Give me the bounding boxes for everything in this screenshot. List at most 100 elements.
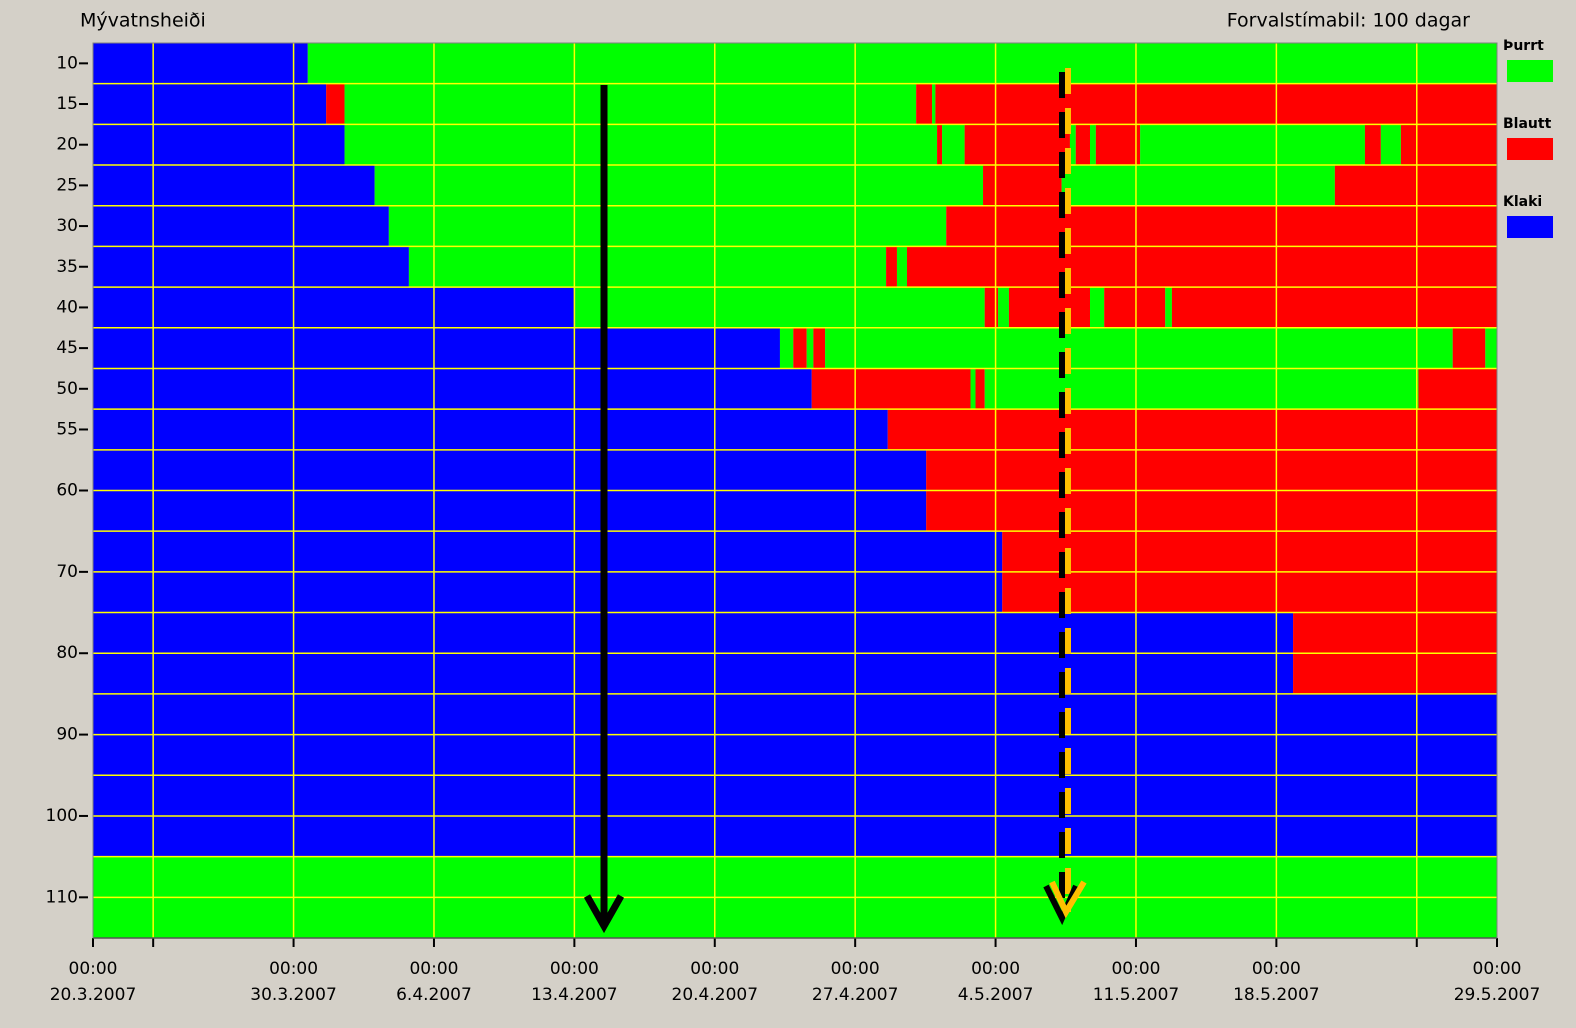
state-cell — [779, 327, 794, 369]
y-tick-label: 15 — [56, 94, 78, 114]
state-cell — [984, 287, 999, 328]
y-tick-label: 30 — [56, 216, 78, 236]
state-cell — [935, 83, 1497, 125]
state-cell — [93, 43, 308, 84]
state-cell — [932, 83, 936, 125]
state-cell — [813, 327, 826, 369]
state-cell — [93, 83, 327, 125]
state-cell — [942, 124, 965, 166]
state-cell — [1485, 327, 1497, 369]
x-tick-label: 00:00 — [971, 959, 1020, 979]
y-tick-label: 10 — [56, 53, 78, 73]
state-cell — [1334, 165, 1497, 206]
state-cell — [575, 287, 985, 328]
state-cell — [93, 246, 409, 288]
y-tick-label: 50 — [56, 379, 78, 399]
state-cell — [983, 165, 1062, 206]
state-cell — [1165, 287, 1172, 328]
state-cell — [408, 246, 887, 288]
grid — [93, 43, 1497, 938]
legend: Þurrt Blautt Klaki — [1503, 38, 1553, 238]
legend-label: Þurrt — [1503, 38, 1544, 54]
state-cell — [93, 205, 389, 247]
state-cell — [1140, 124, 1365, 166]
x-tick-label: 20.3.2007 — [50, 985, 137, 1005]
state-cell — [896, 246, 907, 288]
x-tick-label: 18.5.2007 — [1233, 985, 1320, 1005]
legend-swatch — [1507, 60, 1553, 82]
state-cell — [998, 287, 1009, 328]
x-tick-label: 00:00 — [1473, 959, 1522, 979]
state-cell — [811, 368, 971, 410]
state-cell — [1452, 327, 1486, 369]
y-tick-label: 90 — [56, 725, 78, 745]
chart-title: Mývatnsheiði — [80, 10, 206, 32]
state-cell — [93, 368, 812, 410]
state-cell — [93, 409, 888, 450]
state-cell — [1061, 165, 1335, 206]
state-cell — [93, 327, 780, 369]
state-cell — [1418, 368, 1497, 410]
x-tick-label: 00:00 — [1252, 959, 1301, 979]
y-tick-label: 70 — [56, 562, 78, 582]
state-cell — [344, 124, 938, 166]
state-cell — [1364, 124, 1381, 166]
y-tick-label: 25 — [56, 175, 78, 195]
state-cell — [946, 205, 1497, 247]
state-cell — [970, 368, 976, 410]
y-tick-label: 45 — [56, 338, 78, 358]
state-cell — [344, 83, 917, 125]
legend-label: Blautt — [1503, 116, 1552, 132]
x-tick-label: 00:00 — [550, 959, 599, 979]
y-tick-label: 35 — [56, 257, 78, 277]
state-cell — [886, 246, 897, 288]
state-cell — [916, 83, 933, 125]
legend-swatch — [1507, 216, 1553, 238]
x-tick-label: 27.4.2007 — [812, 985, 899, 1005]
state-cell — [825, 327, 1453, 369]
state-cell — [1069, 124, 1076, 166]
x-tick-label: 11.5.2007 — [1093, 985, 1180, 1005]
state-cell — [937, 124, 943, 166]
x-tick-label: 00:00 — [409, 959, 458, 979]
y-tick-label: 100 — [46, 806, 78, 826]
state-cell — [984, 368, 1419, 410]
state-cell — [964, 124, 1070, 166]
y-tick-label: 40 — [56, 297, 78, 317]
x-tick-label: 29.5.2007 — [1454, 985, 1541, 1005]
axes: 10 15 20 25 30 35 40 45 50 55 60 70 80 90 100 110 00:00 2… — [46, 42, 1541, 1005]
state-cell — [388, 205, 947, 247]
arrow-head — [1043, 884, 1079, 926]
state-cell — [93, 124, 345, 166]
y-tick-label: 80 — [56, 643, 78, 663]
x-tick-label: 6.4.2007 — [396, 985, 472, 1005]
state-cell — [887, 409, 1497, 450]
x-tick-label: 13.4.2007 — [531, 985, 618, 1005]
state-cell — [1380, 124, 1401, 166]
y-tick-label: 20 — [56, 135, 78, 155]
x-tick-label: 30.3.2007 — [250, 985, 337, 1005]
state-cell — [307, 43, 1497, 84]
y-tick-label: 60 — [56, 481, 78, 501]
chart-subtitle: Forvalstímabil: 100 dagar — [1227, 10, 1470, 32]
state-cell — [1075, 124, 1091, 166]
state-cell — [1095, 124, 1141, 166]
state-cell — [1104, 287, 1166, 328]
legend-label: Klaki — [1503, 194, 1542, 210]
state-cell — [93, 165, 375, 206]
annotations — [583, 68, 1087, 934]
x-tick-label: 20.4.2007 — [672, 985, 759, 1005]
state-cell — [1171, 287, 1497, 328]
y-tick-label: 110 — [46, 887, 78, 907]
legend-swatch — [1507, 138, 1553, 160]
x-tick-label: 00:00 — [1111, 959, 1160, 979]
state-cell — [793, 327, 807, 369]
state-cell — [1008, 287, 1091, 328]
x-tick-label: 00:00 — [690, 959, 739, 979]
state-cell — [326, 83, 345, 125]
state-cell — [1090, 124, 1096, 166]
state-cell — [975, 368, 985, 410]
state-cell — [93, 287, 576, 328]
